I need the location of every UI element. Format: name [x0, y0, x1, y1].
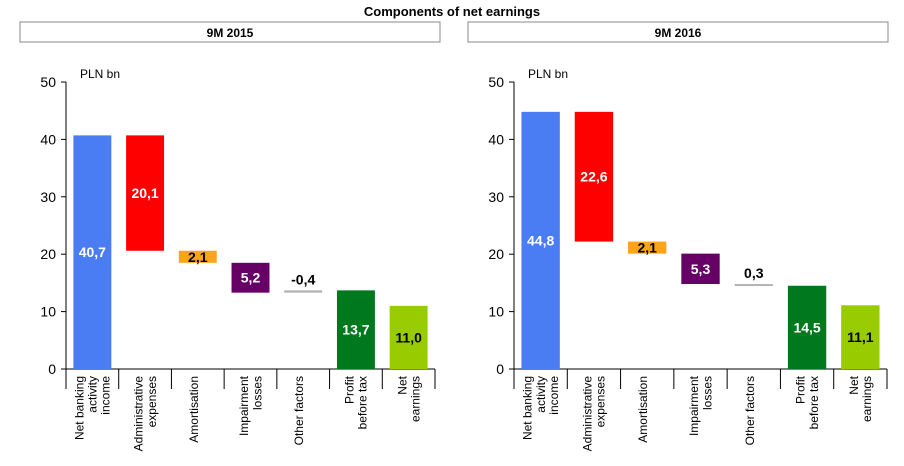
- unit-label: PLN bn: [528, 67, 568, 81]
- x-tick-label: Administrativeexpenses: [132, 376, 159, 452]
- y-tick-label: 40: [40, 131, 56, 147]
- x-tick-label: Administrativeexpenses: [581, 376, 608, 452]
- value-label: 11,0: [395, 329, 422, 345]
- bar: [681, 253, 720, 285]
- panel-header: [467, 21, 889, 43]
- value-label: 11,1: [847, 329, 874, 345]
- value-label: -0,4: [291, 271, 315, 287]
- x-tick-label: Net bankingactivityincome: [72, 376, 112, 440]
- y-tick-label: 10: [40, 304, 56, 320]
- value-label: 13,7: [342, 322, 369, 338]
- x-tick-label: Other factors: [292, 376, 306, 445]
- bar: [126, 135, 165, 251]
- y-tick-label: 30: [488, 189, 504, 205]
- x-tick-label: Netearnings: [847, 375, 874, 422]
- x-tick-label: Profitbefore tax: [794, 375, 821, 429]
- value-label: 0,3: [744, 265, 764, 281]
- x-tick-label: Netearnings: [395, 375, 422, 422]
- y-tick-label: 0: [496, 361, 504, 377]
- bar: [231, 262, 270, 293]
- x-tick-label: Amortisation: [636, 376, 650, 443]
- value-label: 5,2: [241, 270, 261, 286]
- value-label: 44,8: [527, 232, 554, 248]
- y-tick-label: 40: [488, 131, 504, 147]
- y-tick-label: 30: [40, 189, 56, 205]
- y-tick-label: 0: [48, 361, 56, 377]
- bar: [628, 241, 667, 254]
- bar: [73, 135, 112, 369]
- bar: [389, 305, 428, 369]
- bar: [787, 285, 827, 369]
- y-tick-label: 50: [40, 74, 56, 90]
- x-tick-label: Other factors: [743, 376, 757, 445]
- bar: [336, 290, 375, 369]
- value-label: 5,3: [691, 261, 711, 277]
- chart-title: Components of net earnings: [364, 4, 540, 19]
- y-tick-label: 10: [488, 304, 504, 320]
- panel-title: 9M 2016: [655, 26, 702, 40]
- value-label: 22,6: [580, 169, 607, 185]
- x-tick-label: Impairmentlosses: [687, 375, 714, 436]
- y-tick-label: 20: [488, 246, 504, 262]
- panel-header: [19, 21, 441, 43]
- y-tick-label: 20: [40, 246, 56, 262]
- bar: [521, 111, 560, 370]
- bar: [574, 111, 614, 242]
- value-label: 2,1: [188, 249, 208, 265]
- panel-title: 9M 2015: [207, 26, 254, 40]
- value-label: 2,1: [637, 240, 657, 256]
- y-tick-label: 50: [488, 74, 504, 90]
- unit-label: PLN bn: [80, 67, 120, 81]
- x-tick-label: Amortisation: [187, 376, 201, 443]
- bar: [734, 284, 773, 287]
- bar: [284, 290, 323, 293]
- x-tick-label: Net bankingactivityincome: [521, 376, 561, 440]
- x-tick-label: Profitbefore tax: [343, 375, 370, 429]
- bar: [841, 305, 880, 369]
- x-tick-label: Impairmentlosses: [237, 375, 264, 436]
- value-label: 14,5: [793, 319, 820, 335]
- value-label: 20,1: [131, 185, 158, 201]
- value-label: 40,7: [79, 244, 106, 260]
- bar: [178, 250, 217, 263]
